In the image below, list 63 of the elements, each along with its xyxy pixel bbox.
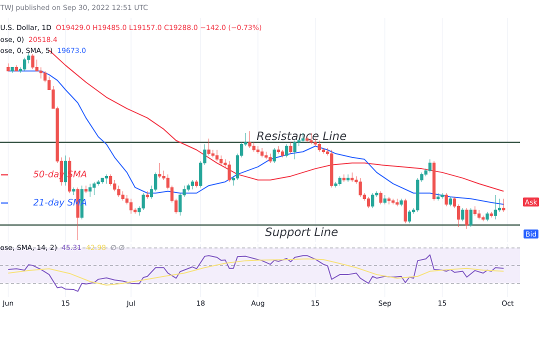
candlestick xyxy=(432,160,436,201)
candlestick xyxy=(92,182,96,196)
candlestick xyxy=(392,198,395,205)
candlestick xyxy=(260,148,264,158)
candlestick xyxy=(268,153,272,164)
candlestick xyxy=(448,196,452,207)
candlestick xyxy=(146,190,149,200)
candlestick xyxy=(190,180,194,190)
candlestick xyxy=(400,198,403,207)
candlestick xyxy=(379,190,382,205)
candlestick xyxy=(88,183,92,198)
candlestick xyxy=(350,172,354,182)
candlestick xyxy=(6,63,10,72)
candlestick xyxy=(14,65,18,72)
candlestick xyxy=(366,196,370,208)
candlestick xyxy=(490,212,493,218)
candlestick xyxy=(194,180,198,188)
candlestick xyxy=(72,187,76,196)
candlestick xyxy=(502,198,506,212)
candlestick xyxy=(64,155,68,186)
candlestick xyxy=(276,146,280,154)
candlestick xyxy=(158,162,162,178)
candlestick xyxy=(338,176,342,186)
candlestick xyxy=(248,130,252,148)
candlestick xyxy=(371,192,374,208)
candlestick xyxy=(469,208,472,228)
candlestick xyxy=(494,194,497,220)
candlestick xyxy=(440,192,444,200)
candlestick xyxy=(215,150,219,162)
candlestick xyxy=(478,210,481,220)
candlestick xyxy=(428,159,432,173)
candlestick xyxy=(486,212,489,222)
candlestick xyxy=(461,208,464,222)
candlestick xyxy=(31,54,34,70)
candlestick xyxy=(293,140,296,160)
candlestick xyxy=(84,185,88,194)
candlestick xyxy=(404,198,407,224)
candlestick xyxy=(346,174,350,182)
candlestick xyxy=(228,160,231,182)
candlestick xyxy=(396,198,399,207)
candlestick xyxy=(256,146,260,154)
candlestick xyxy=(285,144,288,158)
candlestick xyxy=(465,208,468,230)
candlestick xyxy=(264,152,268,160)
ref-line-label: Support Line xyxy=(265,227,338,238)
candlestick xyxy=(436,192,440,201)
candlestick xyxy=(383,194,386,205)
candlestick xyxy=(272,148,276,164)
candlestick xyxy=(318,140,321,152)
candlestick xyxy=(104,174,108,184)
candlestick xyxy=(10,66,14,74)
candlestick xyxy=(207,138,210,156)
candlestick xyxy=(444,192,448,207)
candlestick xyxy=(280,150,284,158)
candlestick xyxy=(330,150,334,188)
candlestick xyxy=(342,174,346,182)
candlestick xyxy=(100,178,104,184)
candlestick xyxy=(473,206,477,216)
candlestick xyxy=(387,196,391,205)
candlestick xyxy=(408,210,412,224)
candlestick xyxy=(289,142,292,154)
candlestick xyxy=(358,178,362,198)
candlestick xyxy=(129,198,133,214)
